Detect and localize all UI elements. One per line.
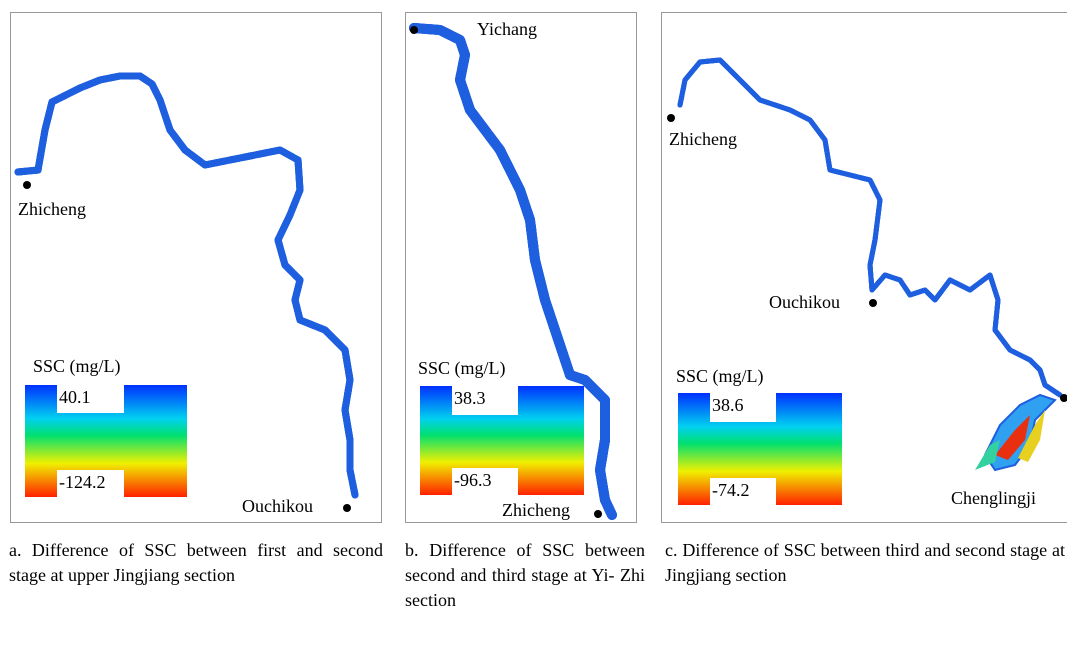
place-dot xyxy=(667,114,675,122)
legend-max: 40.1 xyxy=(59,387,91,407)
place-label: Zhicheng xyxy=(502,500,570,520)
place-dot xyxy=(1060,394,1067,402)
place-dot xyxy=(869,299,877,307)
place-dot xyxy=(23,181,31,189)
legend-min: -96.3 xyxy=(454,470,492,490)
legend-min: -74.2 xyxy=(712,480,750,500)
label-box xyxy=(57,470,124,497)
panel-frame xyxy=(10,12,382,523)
river-a xyxy=(14,72,359,499)
river-c xyxy=(677,57,1063,472)
label-box xyxy=(452,386,518,415)
legend-min: -124.2 xyxy=(59,472,106,492)
place-label: Ouchikou xyxy=(769,292,840,312)
caption: a. Difference of SSC between first and s… xyxy=(9,540,383,585)
panel-frame xyxy=(661,12,1067,523)
place-dot xyxy=(594,510,602,518)
label-box xyxy=(57,385,124,413)
river-b xyxy=(409,23,617,520)
maps: SSC (mg/L) 40.1 -124.2 SSC (mg/L) 38.3 -… xyxy=(10,12,1067,523)
place-label: Zhicheng xyxy=(669,129,737,149)
legend-max: 38.6 xyxy=(712,395,744,415)
label-box xyxy=(710,393,776,422)
legend-title: SSC (mg/L) xyxy=(676,366,764,387)
place-label: Zhicheng xyxy=(18,199,86,219)
legend: SSC (mg/L) 40.1 -124.2 xyxy=(25,356,187,497)
legend: SSC (mg/L) 38.3 -96.3 xyxy=(418,358,584,495)
legend: SSC (mg/L) 38.6 -74.2 xyxy=(676,366,842,505)
label-box xyxy=(710,478,776,505)
place-label: Ouchikou xyxy=(242,496,313,516)
place-dot xyxy=(343,504,351,512)
legend-title: SSC (mg/L) xyxy=(418,358,506,379)
label-box xyxy=(452,468,518,495)
legend-title: SSC (mg/L) xyxy=(33,356,121,377)
caption: b. Difference of SSC between second and … xyxy=(405,540,645,610)
caption: c. Difference of SSC between third and s… xyxy=(665,540,1065,585)
place-label: Chenglingji xyxy=(951,488,1036,508)
legend-max: 38.3 xyxy=(454,388,486,408)
place-label: Yichang xyxy=(477,19,537,39)
place-dot xyxy=(410,26,418,34)
panel-frame xyxy=(405,12,637,523)
